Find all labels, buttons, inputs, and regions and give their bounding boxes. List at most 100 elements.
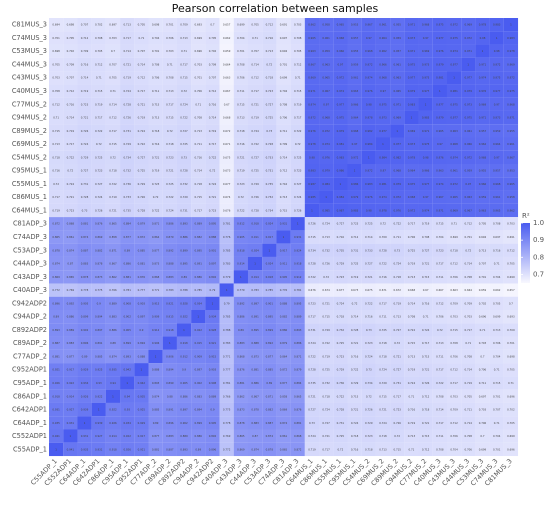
- heatmap-cell: [63, 124, 78, 138]
- heatmap-cell: [489, 137, 504, 151]
- heatmap-cell: [148, 124, 163, 138]
- cell-label: 0.878: [251, 408, 259, 412]
- cell-label: 0.97: [423, 195, 429, 199]
- cell-label: 0.703: [450, 394, 458, 398]
- heatmap-cell: [304, 217, 320, 231]
- cell-label: 0.71: [195, 102, 201, 106]
- heatmap-cell: [233, 230, 249, 244]
- heatmap-cell: [461, 110, 476, 125]
- heatmap-cell: [489, 97, 504, 111]
- cell-label: 0.921: [138, 447, 146, 451]
- cell-label: 0.983: [337, 155, 345, 159]
- heatmap-cell: [162, 363, 177, 377]
- cell-label: 0.723: [365, 434, 373, 438]
- cell-label: 0.725: [408, 248, 416, 252]
- heatmap-cell: [461, 336, 476, 350]
- heatmap-cell: [461, 190, 476, 204]
- heatmap-cell: [205, 110, 220, 125]
- cell-label: 1: [197, 315, 199, 319]
- heatmap-cell: [176, 256, 192, 271]
- heatmap-cell: [162, 296, 177, 311]
- cell-label: 0.976: [393, 208, 401, 212]
- cell-label: 0.724: [351, 421, 359, 425]
- cell-label: 0.983: [408, 102, 416, 106]
- cell-label: 0.972: [465, 36, 473, 40]
- heatmap-cell: [333, 416, 348, 430]
- cell-label: 0.703: [109, 36, 117, 40]
- cell-label: 0.719: [52, 208, 60, 212]
- heatmap-cell: [77, 336, 92, 350]
- heatmap-cell: [404, 402, 419, 417]
- heatmap-cell: [375, 363, 391, 377]
- heatmap-cell: [49, 349, 64, 364]
- heatmap-cell: [418, 402, 433, 417]
- heatmap-cell: [205, 164, 220, 178]
- heatmap-cell: [418, 310, 433, 324]
- heatmap-cell: [49, 57, 64, 72]
- heatmap-cell: [404, 323, 419, 337]
- cell-label: 0.897: [180, 408, 188, 412]
- cell-label: 0.874: [67, 248, 75, 252]
- cell-label: 0.722: [67, 155, 75, 159]
- heatmap-cell: [205, 71, 220, 85]
- heatmap-cell: [347, 310, 362, 324]
- cell-label: 0.985: [308, 195, 316, 199]
- heatmap-cell: [105, 296, 121, 311]
- cell-label: 0.717: [408, 222, 416, 226]
- heatmap-cell: [319, 429, 334, 443]
- heatmap-cell: [276, 283, 291, 297]
- heatmap-cell: [191, 57, 206, 72]
- heatmap-cell: [375, 217, 391, 231]
- cell-label: 0.718: [52, 155, 60, 159]
- heatmap-cell: [262, 190, 277, 204]
- heatmap-cell: [205, 97, 220, 111]
- cell-label: 0.89: [238, 328, 244, 332]
- cell-label: 0.724: [379, 421, 387, 425]
- heatmap-cell: [404, 137, 419, 151]
- heatmap-cell: [262, 442, 277, 457]
- cell-label: 0.928: [180, 301, 188, 305]
- heatmap-cell: [63, 442, 78, 457]
- heatmap-cell: [276, 190, 291, 204]
- cell-label: 0.775: [223, 408, 231, 412]
- cell-label: 0.914: [109, 434, 117, 438]
- cell-label: 0.966: [337, 49, 345, 53]
- cell-label: 0.958: [507, 195, 515, 199]
- cell-label: 0.723: [337, 354, 345, 358]
- heatmap-cell: [162, 44, 177, 58]
- cell-label: 0.729: [337, 368, 345, 372]
- heatmap-cell: [191, 110, 206, 125]
- cell-label: 0.713: [195, 129, 203, 133]
- cell-label: 0.712: [280, 169, 288, 173]
- heatmap-cell: [148, 323, 163, 337]
- cell-label: 0.718: [393, 275, 401, 279]
- heatmap-cell: [432, 84, 447, 98]
- heatmap-cell: [134, 283, 149, 297]
- cell-label: 0.963: [308, 49, 316, 53]
- heatmap-cell: [333, 256, 348, 271]
- heatmap-cell: [361, 217, 376, 231]
- cell-label: 0.718: [379, 341, 387, 345]
- heatmap-cell: [91, 164, 106, 178]
- cell-label: 0.955: [507, 129, 515, 133]
- cell-label: 0.769: [223, 434, 231, 438]
- cell-label: 0.861: [67, 235, 75, 239]
- cell-label: 0.721: [422, 262, 430, 266]
- heatmap-cell: [333, 283, 348, 297]
- heatmap-cell: [49, 137, 64, 151]
- heatmap-cell: [233, 124, 249, 138]
- cell-label: 0.721: [152, 155, 160, 159]
- cell-label: 0.893: [52, 328, 60, 332]
- heatmap-cell: [418, 31, 433, 45]
- heatmap-cell: [205, 124, 220, 138]
- y-tick-label: C86MUS_1: [12, 193, 47, 201]
- cell-label: 0.981: [337, 142, 345, 146]
- heatmap-cell: [148, 164, 163, 178]
- cell-label: 0.733: [123, 195, 131, 199]
- cell-label: 1: [439, 89, 441, 93]
- cell-label: 0.775: [95, 288, 103, 292]
- cell-label: 0.895: [209, 222, 217, 226]
- cell-label: 0.709: [280, 142, 288, 146]
- cell-label: 0.7: [111, 49, 115, 53]
- cell-label: 0.706: [195, 89, 203, 93]
